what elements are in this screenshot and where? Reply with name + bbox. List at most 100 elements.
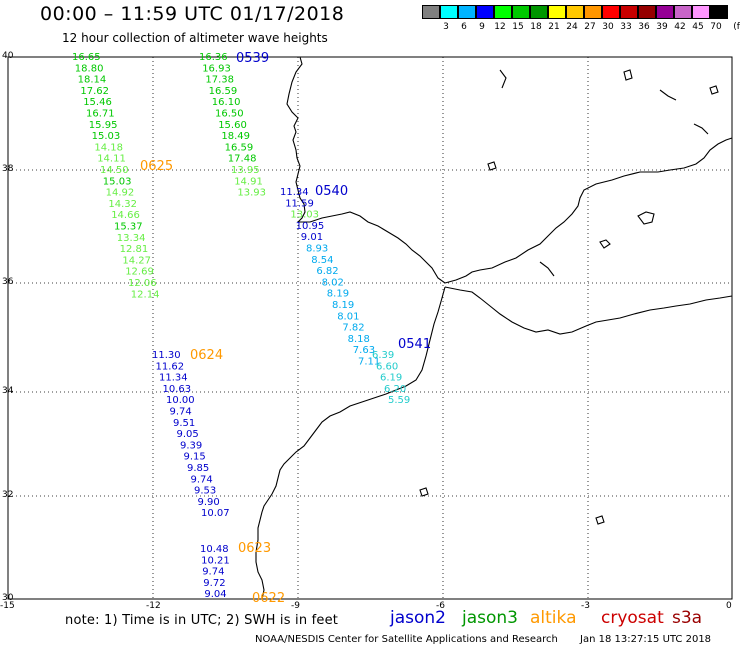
wave-height-label: 6.82 xyxy=(316,266,338,277)
island-mallorca xyxy=(637,211,655,225)
latitude-tick-label: 30 xyxy=(2,593,14,603)
latitude-tick-label: 32 xyxy=(2,490,14,500)
color-swatch xyxy=(512,5,530,19)
wave-height-label: 10.63 xyxy=(163,384,192,395)
wave-height-label: 16.71 xyxy=(86,109,115,120)
color-swatch xyxy=(674,5,692,19)
wave-height-label: 11.30 xyxy=(152,350,181,361)
wave-height-label: 14.91 xyxy=(234,176,263,187)
wave-height-label: 10.21 xyxy=(201,555,230,566)
longitude-tick-label: -12 xyxy=(146,601,161,611)
wave-height-label: 18.49 xyxy=(221,131,250,142)
color-swatch xyxy=(422,5,440,19)
coast-iberia-south xyxy=(298,211,446,284)
wave-height-label: 6.60 xyxy=(376,361,398,372)
coast-iberia-east xyxy=(444,137,733,284)
color-scale-label: 27 xyxy=(584,22,596,32)
color-swatch xyxy=(494,5,512,19)
pass-time-label: 0622 xyxy=(252,591,285,606)
color-swatch xyxy=(692,5,710,19)
wave-height-label: 9.01 xyxy=(301,232,323,243)
color-scale-label: 30 xyxy=(602,22,614,32)
legend-jason3: jason3 xyxy=(462,608,518,628)
wave-height-label: 13.93 xyxy=(237,188,266,199)
longitude-tick-label: -3 xyxy=(581,601,590,611)
wave-height-label: 8.93 xyxy=(306,244,328,255)
color-scale-label: 21 xyxy=(548,22,560,32)
latitude-tick-label: 36 xyxy=(2,277,14,287)
wave-height-label: 10.95 xyxy=(296,221,325,232)
wave-height-label: 9.05 xyxy=(177,429,199,440)
wave-height-label: 18.80 xyxy=(75,63,104,74)
color-swatch xyxy=(638,5,656,19)
color-scale-label: 9 xyxy=(479,22,485,32)
wave-height-label: 17.48 xyxy=(228,154,257,165)
color-swatch xyxy=(440,5,458,19)
latitude-tick-label: 40 xyxy=(2,51,14,61)
color-scale-label: 6 xyxy=(461,22,467,32)
wave-height-label: 13.34 xyxy=(117,233,146,244)
longitude-tick-label: -6 xyxy=(436,601,445,611)
wave-height-label: 16.36 xyxy=(199,52,228,63)
wave-height-label: 8.01 xyxy=(337,311,359,322)
coast-africa-west xyxy=(255,286,446,600)
wave-height-label: 9.72 xyxy=(203,578,225,589)
wave-height-label: 15.37 xyxy=(114,222,143,233)
legend-s3a: s3a xyxy=(672,608,703,628)
wave-height-label: 9.74 xyxy=(202,567,224,578)
river-3 xyxy=(539,261,555,277)
color-scale-label: 15 xyxy=(512,22,524,32)
wave-height-label: 12.14 xyxy=(131,289,160,300)
wave-height-label: 8.02 xyxy=(322,277,344,288)
wave-height-label: 9.39 xyxy=(180,440,202,451)
wave-height-label: 8.18 xyxy=(348,334,370,345)
wave-height-label: 11.59 xyxy=(285,198,314,209)
wave-height-label: 11.62 xyxy=(156,361,185,372)
wave-height-label: 14.11 xyxy=(97,154,126,165)
wave-height-label: 16.93 xyxy=(202,63,231,74)
wave-height-label: 15.60 xyxy=(218,120,247,131)
color-scale-label: 33 xyxy=(620,22,632,32)
pass-time-label: 0624 xyxy=(190,348,223,363)
color-scale-label: 18 xyxy=(530,22,542,32)
wave-height-label: 8.19 xyxy=(332,300,354,311)
wave-height-label: 14.66 xyxy=(111,210,140,221)
river-4 xyxy=(693,123,709,135)
credit-line: NOAA/NESDIS Center for Satellite Applica… xyxy=(255,634,558,645)
legend-jason2: jason2 xyxy=(390,608,446,628)
island-1 xyxy=(487,161,497,171)
color-scale-label: 12 xyxy=(494,22,506,32)
wave-height-label: 9.04 xyxy=(204,589,226,600)
river-2 xyxy=(499,69,507,89)
pass-time-label: 0541 xyxy=(398,337,431,352)
wave-height-label: 7.11 xyxy=(358,357,380,368)
coast-iberia-west xyxy=(286,56,306,223)
map-frame xyxy=(7,56,733,600)
color-scale-label: 24 xyxy=(566,22,578,32)
color-swatch xyxy=(602,5,620,19)
wave-height-label: 17.38 xyxy=(205,75,234,86)
page-title: 00:00 – 11:59 UTC 01/17/2018 xyxy=(40,3,345,25)
wave-height-label: 12.81 xyxy=(120,244,149,255)
wave-height-label: 14.50 xyxy=(100,165,129,176)
longitude-tick-label: -15 xyxy=(0,601,15,611)
generation-timestamp: Jan 18 13:27:15 UTC 2018 xyxy=(580,634,712,645)
wave-height-label: 5.59 xyxy=(388,395,410,406)
latitude-tick-label: 38 xyxy=(2,164,14,174)
legend-altika: altika xyxy=(530,608,577,628)
lake-1 xyxy=(623,69,633,81)
wave-height-label: 17.62 xyxy=(80,86,109,97)
wave-height-label: 9.74 xyxy=(191,474,213,485)
wave-height-label: 9.53 xyxy=(194,486,216,497)
color-swatch xyxy=(656,5,674,19)
color-scale-label: 42 xyxy=(674,22,686,32)
graticule xyxy=(8,57,732,599)
island-ibiza xyxy=(599,239,611,249)
wave-height-label: 11.34 xyxy=(159,373,188,384)
coastline xyxy=(255,56,733,600)
wave-height-label: 12.06 xyxy=(128,278,157,289)
wave-height-label: 15.03 xyxy=(92,131,121,142)
color-swatch xyxy=(458,5,476,19)
altimeter-tracks: 16.6518.8018.1417.6215.4616.7115.9515.03… xyxy=(72,51,431,606)
